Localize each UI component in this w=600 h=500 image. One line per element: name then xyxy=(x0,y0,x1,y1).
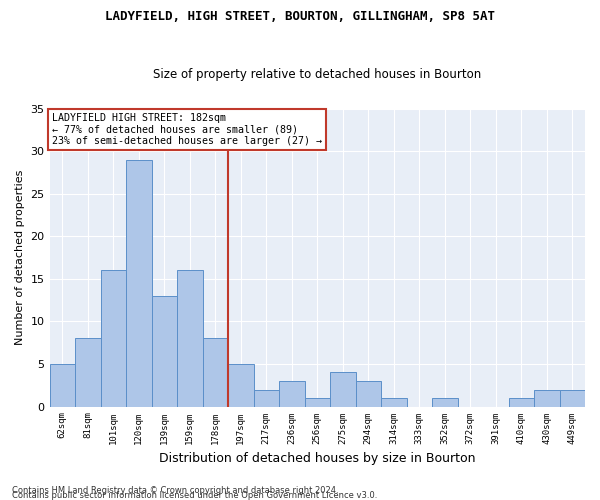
Text: Contains public sector information licensed under the Open Government Licence v3: Contains public sector information licen… xyxy=(12,491,377,500)
Title: Size of property relative to detached houses in Bourton: Size of property relative to detached ho… xyxy=(153,68,481,81)
X-axis label: Distribution of detached houses by size in Bourton: Distribution of detached houses by size … xyxy=(159,452,476,465)
Bar xyxy=(279,381,305,406)
Bar xyxy=(126,160,152,406)
Bar xyxy=(381,398,407,406)
Bar xyxy=(330,372,356,406)
Bar xyxy=(177,270,203,406)
Bar xyxy=(203,338,228,406)
Text: Contains HM Land Registry data © Crown copyright and database right 2024.: Contains HM Land Registry data © Crown c… xyxy=(12,486,338,495)
Bar xyxy=(305,398,330,406)
Y-axis label: Number of detached properties: Number of detached properties xyxy=(15,170,25,345)
Bar xyxy=(228,364,254,406)
Bar xyxy=(152,296,177,406)
Bar xyxy=(356,381,381,406)
Text: LADYFIELD HIGH STREET: 182sqm
← 77% of detached houses are smaller (89)
23% of s: LADYFIELD HIGH STREET: 182sqm ← 77% of d… xyxy=(52,113,322,146)
Bar xyxy=(101,270,126,406)
Bar xyxy=(534,390,560,406)
Bar xyxy=(509,398,534,406)
Bar xyxy=(50,364,75,406)
Text: LADYFIELD, HIGH STREET, BOURTON, GILLINGHAM, SP8 5AT: LADYFIELD, HIGH STREET, BOURTON, GILLING… xyxy=(105,10,495,23)
Bar xyxy=(254,390,279,406)
Bar xyxy=(560,390,585,406)
Bar xyxy=(75,338,101,406)
Bar xyxy=(432,398,458,406)
